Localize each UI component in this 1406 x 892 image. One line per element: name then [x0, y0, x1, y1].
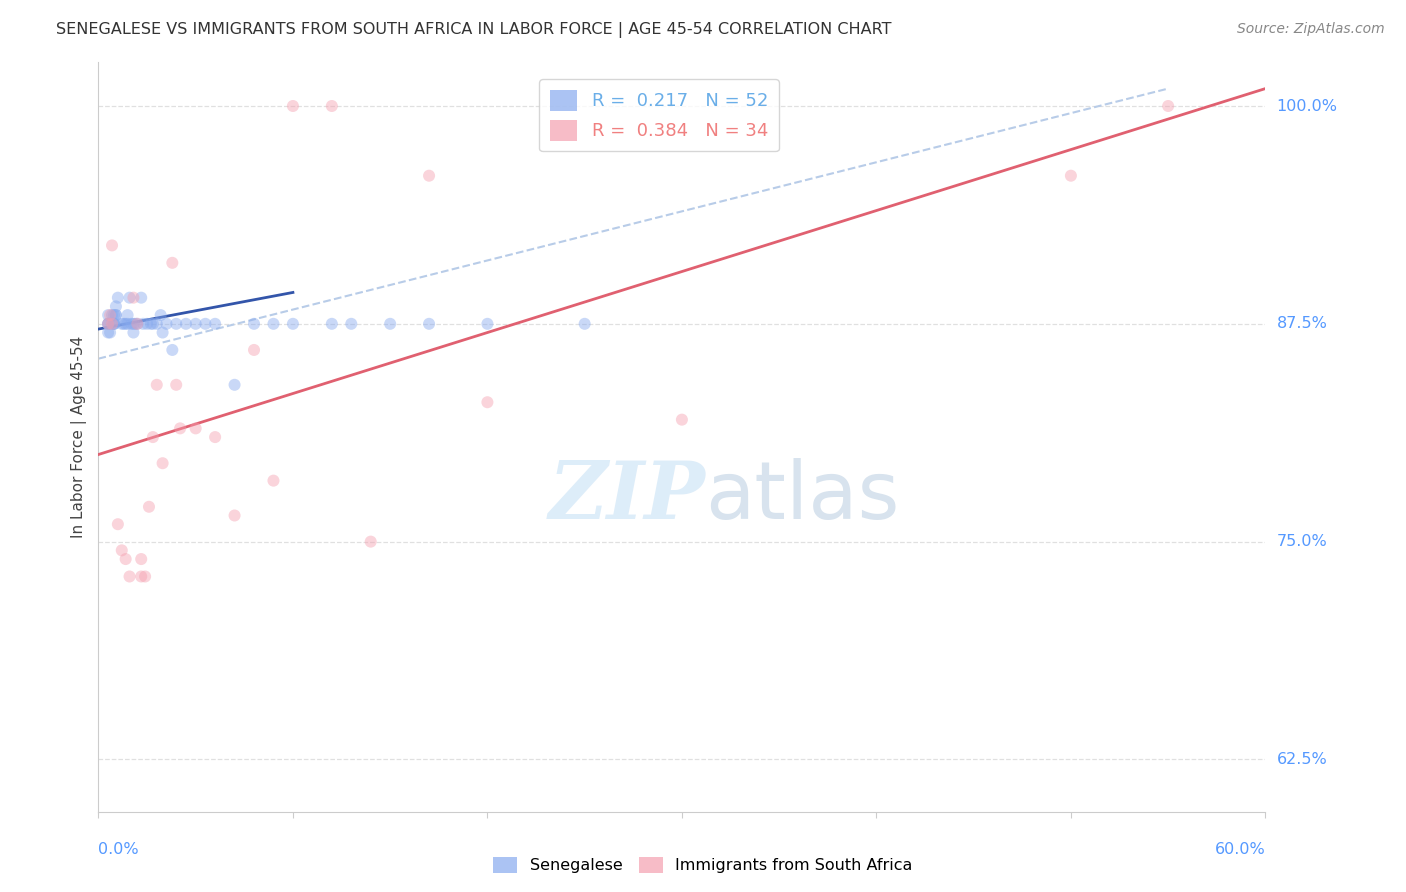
Point — [103, 317, 125, 331]
Point — [174, 317, 197, 331]
Point — [111, 543, 134, 558]
Point — [149, 308, 172, 322]
Point — [204, 430, 226, 444]
Point — [129, 569, 152, 583]
Point — [477, 317, 499, 331]
Legend: R =  0.217   N = 52, R =  0.384   N = 34: R = 0.217 N = 52, R = 0.384 N = 34 — [540, 79, 779, 152]
Point — [97, 326, 120, 340]
Point — [118, 291, 141, 305]
Point — [418, 169, 440, 183]
Point — [184, 421, 207, 435]
Text: 75.0%: 75.0% — [1277, 534, 1327, 549]
Text: Source: ZipAtlas.com: Source: ZipAtlas.com — [1237, 22, 1385, 37]
Point — [418, 317, 440, 331]
Point — [129, 291, 152, 305]
Point — [224, 508, 246, 523]
Point — [169, 421, 191, 435]
Point — [101, 317, 124, 331]
Point — [104, 299, 127, 313]
Point — [122, 317, 145, 331]
Point — [165, 317, 187, 331]
Text: atlas: atlas — [706, 458, 900, 536]
Point — [101, 238, 124, 252]
Point — [477, 395, 499, 409]
Point — [865, 848, 887, 863]
Point — [1157, 99, 1180, 113]
Text: 87.5%: 87.5% — [1277, 317, 1327, 331]
Point — [104, 308, 127, 322]
Point — [97, 317, 120, 331]
Point — [134, 569, 156, 583]
Point — [138, 500, 160, 514]
Point — [122, 326, 145, 340]
Point — [146, 377, 169, 392]
Point — [184, 317, 207, 331]
Point — [142, 430, 165, 444]
Point — [1060, 169, 1083, 183]
Point — [162, 256, 184, 270]
Point — [360, 534, 382, 549]
Point — [321, 99, 343, 113]
Point — [124, 317, 146, 331]
Point — [122, 291, 145, 305]
Point — [129, 552, 152, 566]
Point — [165, 377, 187, 392]
Point — [142, 317, 165, 331]
Point — [101, 317, 124, 331]
Text: 60.0%: 60.0% — [1215, 842, 1265, 856]
Point — [132, 317, 155, 331]
Point — [152, 326, 174, 340]
Point — [117, 308, 139, 322]
Y-axis label: In Labor Force | Age 45-54: In Labor Force | Age 45-54 — [72, 336, 87, 538]
Point — [114, 552, 136, 566]
Point — [224, 377, 246, 392]
Point — [103, 317, 125, 331]
Point — [152, 456, 174, 470]
Point — [243, 343, 266, 357]
Point — [340, 317, 363, 331]
Point — [121, 317, 143, 331]
Point — [127, 317, 149, 331]
Point — [194, 317, 217, 331]
Point — [136, 317, 159, 331]
Point — [262, 474, 284, 488]
Point — [204, 317, 226, 331]
Point — [243, 317, 266, 331]
Text: 0.0%: 0.0% — [98, 842, 139, 856]
Point — [103, 317, 125, 331]
Point — [262, 317, 284, 331]
Text: 100.0%: 100.0% — [1277, 98, 1337, 113]
Point — [97, 317, 120, 331]
Text: ZIP: ZIP — [548, 458, 706, 536]
Point — [281, 317, 304, 331]
Point — [574, 317, 596, 331]
Text: SENEGALESE VS IMMIGRANTS FROM SOUTH AFRICA IN LABOR FORCE | AGE 45-54 CORRELATIO: SENEGALESE VS IMMIGRANTS FROM SOUTH AFRI… — [56, 22, 891, 38]
Point — [281, 99, 304, 113]
Point — [380, 317, 402, 331]
Point — [146, 317, 169, 331]
Point — [107, 291, 129, 305]
Point — [112, 317, 135, 331]
Point — [139, 317, 162, 331]
Point — [104, 308, 127, 322]
Point — [671, 412, 693, 426]
Point — [98, 308, 121, 322]
Point — [101, 308, 124, 322]
Point — [118, 569, 141, 583]
Point — [111, 317, 134, 331]
Point — [97, 308, 120, 322]
Point — [97, 317, 120, 331]
Text: 62.5%: 62.5% — [1277, 752, 1327, 767]
Point — [103, 308, 125, 322]
Point — [97, 317, 120, 331]
Point — [114, 317, 136, 331]
Point — [107, 517, 129, 532]
Point — [321, 317, 343, 331]
Legend: Senegalese, Immigrants from South Africa: Senegalese, Immigrants from South Africa — [486, 850, 920, 880]
Point — [155, 317, 177, 331]
Point — [117, 317, 139, 331]
Point — [127, 317, 149, 331]
Point — [98, 326, 121, 340]
Point — [162, 343, 184, 357]
